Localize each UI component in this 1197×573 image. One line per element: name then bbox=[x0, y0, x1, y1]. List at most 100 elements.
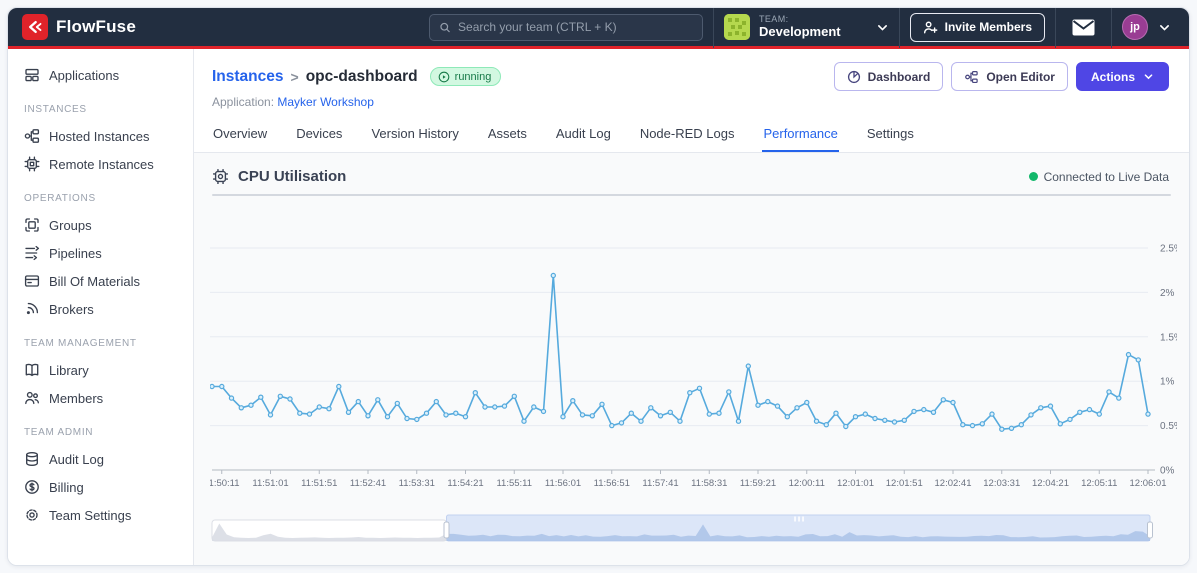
sidebar-item-label: Team Settings bbox=[49, 507, 132, 523]
play-circle-icon bbox=[438, 71, 449, 82]
svg-text:12:00:11: 12:00:11 bbox=[789, 478, 825, 489]
sidebar-item-bill-of-materials[interactable]: Bill Of Materials bbox=[8, 267, 193, 295]
application-link[interactable]: Mayker Workshop bbox=[277, 95, 374, 109]
sidebar-section-label: INSTANCES bbox=[24, 104, 87, 115]
pie-chart-icon bbox=[847, 70, 860, 83]
pipelines-icon bbox=[25, 245, 40, 261]
sidebar-item-applications[interactable]: Applications bbox=[8, 61, 193, 89]
sidebar-item-hosted-instances[interactable]: Hosted Instances bbox=[8, 122, 193, 150]
range-handle[interactable] bbox=[443, 521, 450, 539]
page-header: Instances > opc-dashboard running Dashbo… bbox=[194, 49, 1189, 109]
svg-text:1.5%: 1.5% bbox=[1160, 332, 1177, 343]
cpu-data-points bbox=[209, 272, 1151, 432]
app-window: FlowFuse TEAM: Development Invite Member… bbox=[7, 7, 1190, 566]
sidebar-item-audit-log[interactable]: Audit Log bbox=[8, 445, 193, 473]
sidebar-item-label: Library bbox=[49, 362, 89, 378]
breadcrumb-separator: > bbox=[290, 68, 299, 85]
cpu-chip-icon bbox=[213, 169, 228, 184]
billing-icon bbox=[25, 480, 39, 494]
actions-button-label: Actions bbox=[1090, 69, 1135, 84]
bill-of-materials-icon bbox=[24, 275, 40, 287]
chart-range-selector[interactable] bbox=[210, 513, 1177, 545]
node-editor-icon bbox=[965, 70, 979, 83]
navbar-divider bbox=[1055, 8, 1056, 48]
user-plus-icon bbox=[923, 21, 938, 33]
svg-text:0.5%: 0.5% bbox=[1160, 421, 1177, 432]
actions-button[interactable]: Actions bbox=[1075, 62, 1169, 91]
flowfuse-logo[interactable]: FlowFuse bbox=[22, 14, 136, 40]
dashboard-button[interactable]: Dashboard bbox=[833, 62, 944, 91]
sidebar-item-label: Audit Log bbox=[49, 451, 104, 467]
tab-settings[interactable]: Settings bbox=[866, 126, 914, 141]
svg-text:11:51:01: 11:51:01 bbox=[252, 478, 288, 489]
sidebar-item-label: Brokers bbox=[49, 301, 94, 317]
svg-text:1%: 1% bbox=[1160, 377, 1175, 388]
team-name: Development bbox=[758, 23, 841, 39]
page-title: opc-dashboard bbox=[305, 67, 418, 85]
svg-text:12:04:21: 12:04:21 bbox=[1032, 478, 1069, 489]
svg-text:11:57:41: 11:57:41 bbox=[642, 478, 678, 489]
cpu-chart-container: 0% 0.5% 1% 1.5% 2% 2.5% 11:50:11 11:51:01 11:51:… bbox=[204, 204, 1183, 501]
status-badge-label: running bbox=[454, 70, 492, 83]
sidebar-item-label: Applications bbox=[49, 67, 120, 83]
sidebar-item-members[interactable]: Members bbox=[8, 384, 193, 412]
svg-text:2.5%: 2.5% bbox=[1160, 244, 1177, 255]
range-grip[interactable] bbox=[794, 516, 804, 522]
svg-text:11:51:51: 11:51:51 bbox=[301, 478, 337, 489]
svg-text:12:01:01: 12:01:01 bbox=[837, 478, 874, 489]
y-axis-labels: 0% 0.5% 1% 1.5% 2% 2.5% bbox=[1148, 244, 1183, 477]
sidebar-item-remote-instances[interactable]: Remote Instances bbox=[8, 150, 193, 178]
open-editor-button[interactable]: Open Editor bbox=[951, 62, 1068, 91]
tab-assets[interactable]: Assets bbox=[487, 126, 527, 141]
breadcrumb-instances-link[interactable]: Instances bbox=[212, 67, 284, 85]
library-icon bbox=[25, 363, 39, 377]
sidebar-item-label: Hosted Instances bbox=[49, 128, 150, 144]
svg-text:11:56:01: 11:56:01 bbox=[545, 478, 581, 489]
sidebar-item-label: Members bbox=[49, 390, 104, 406]
tab-audit-log[interactable]: Audit Log bbox=[555, 126, 611, 141]
svg-text:11:50:11: 11:50:11 bbox=[210, 478, 240, 489]
sidebar: Applications INSTANCES Hosted Instances Rem… bbox=[8, 49, 194, 565]
application-label: Application: bbox=[212, 95, 275, 109]
tab-devices[interactable]: Devices bbox=[296, 126, 343, 141]
chevron-down-icon bbox=[877, 24, 887, 31]
flowfuse-logo-icon bbox=[22, 14, 48, 40]
sidebar-item-pipelines[interactable]: Pipelines bbox=[8, 239, 193, 267]
svg-text:11:54:21: 11:54:21 bbox=[447, 478, 483, 489]
tab-performance[interactable]: Performance bbox=[762, 119, 839, 152]
team-search[interactable] bbox=[428, 13, 703, 41]
hosted-instances-icon bbox=[24, 129, 40, 143]
team-settings-icon bbox=[26, 509, 38, 521]
sidebar-item-team-settings[interactable]: Team Settings bbox=[8, 501, 193, 529]
sidebar-item-brokers[interactable]: Brokers bbox=[8, 295, 193, 323]
tab-overview[interactable]: Overview bbox=[213, 126, 268, 141]
tab-node-red-logs[interactable]: Node-RED Logs bbox=[639, 126, 735, 141]
brokers-icon bbox=[26, 302, 39, 315]
cpu-utilisation-chart[interactable]: 0% 0.5% 1% 1.5% 2% 2.5% 11:50:11 11:51:01 11:51:… bbox=[204, 204, 1183, 496]
range-handle[interactable] bbox=[1147, 521, 1153, 539]
search-input[interactable] bbox=[458, 20, 693, 34]
sidebar-item-label: Billing bbox=[49, 479, 84, 495]
team-avatar bbox=[723, 14, 750, 40]
live-dot-icon bbox=[1028, 172, 1038, 181]
svg-text:12:01:51: 12:01:51 bbox=[886, 478, 923, 489]
sidebar-item-library[interactable]: Library bbox=[8, 356, 193, 384]
sidebar-section-label: TEAM MANAGEMENT bbox=[24, 338, 137, 349]
top-navbar: FlowFuse TEAM: Development Invite Member… bbox=[8, 8, 1189, 49]
sidebar-item-groups[interactable]: Groups bbox=[8, 211, 193, 239]
notifications-button[interactable] bbox=[1066, 19, 1101, 36]
navbar-divider bbox=[898, 8, 900, 48]
open-editor-button-label: Open Editor bbox=[986, 69, 1055, 84]
cpu-line-series bbox=[212, 274, 1149, 430]
panel-divider bbox=[212, 194, 1171, 196]
tab-version-history[interactable]: Version History bbox=[371, 126, 459, 141]
team-selector[interactable]: TEAM: Development bbox=[723, 14, 889, 40]
user-menu[interactable]: jp bbox=[1122, 14, 1177, 40]
svg-text:12:06:01: 12:06:01 bbox=[1130, 478, 1167, 489]
live-status: Connected to Live Data bbox=[1028, 169, 1169, 184]
status-badge: running bbox=[429, 67, 502, 86]
sidebar-item-billing[interactable]: Billing bbox=[8, 473, 193, 501]
live-status-label: Connected to Live Data bbox=[1043, 169, 1169, 184]
brand-name: FlowFuse bbox=[56, 17, 136, 36]
invite-members-button[interactable]: Invite Members bbox=[909, 12, 1045, 42]
